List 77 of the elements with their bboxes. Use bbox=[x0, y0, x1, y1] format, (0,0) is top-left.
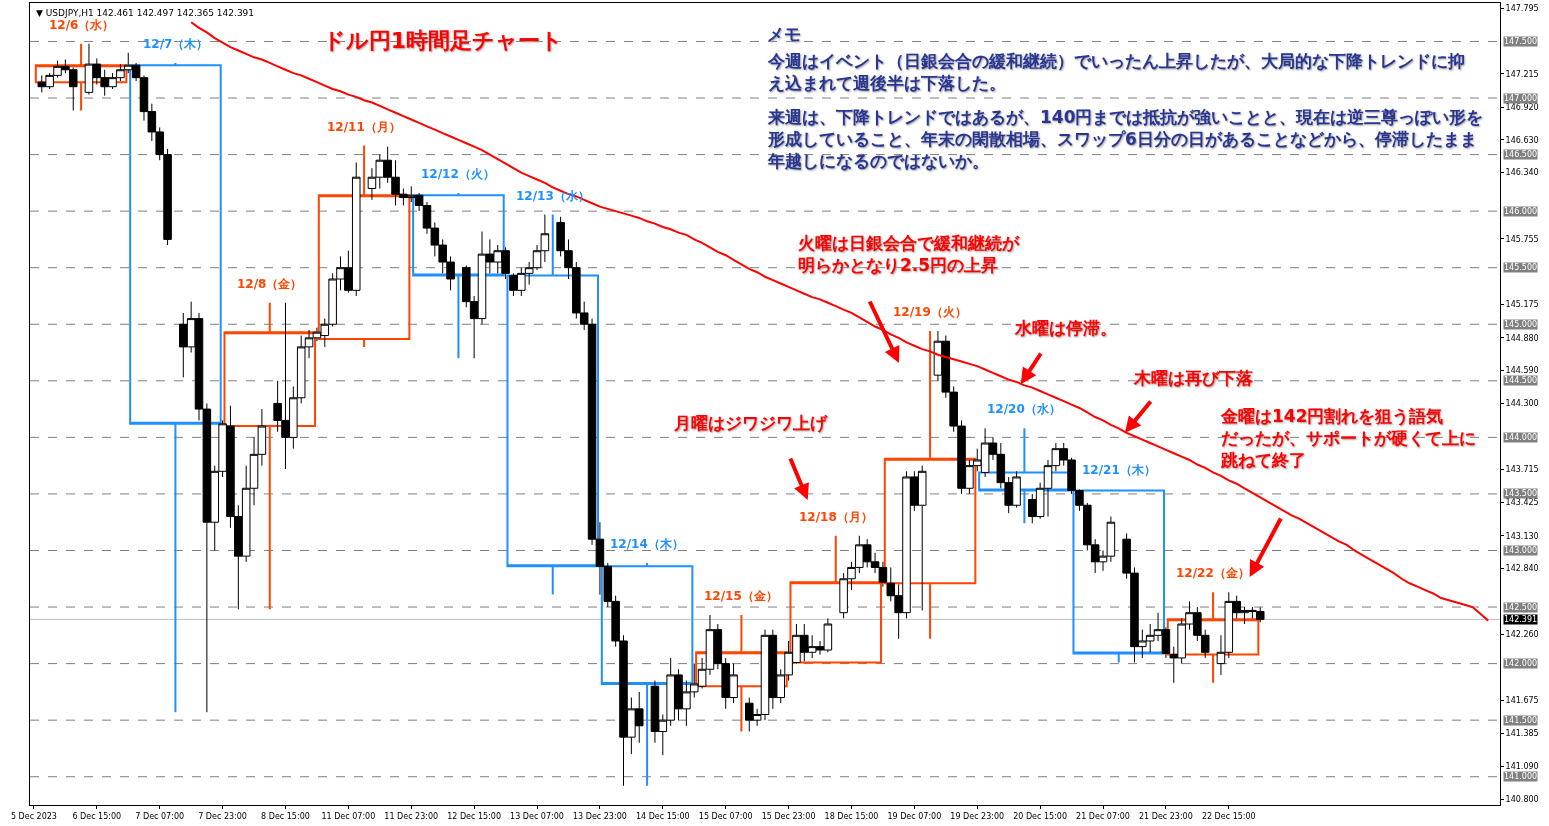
y-tick-label: 143.130 bbox=[1505, 531, 1539, 541]
y-tick-label: 141.675 bbox=[1505, 696, 1539, 706]
x-tick-label: 8 Dec 15:00 bbox=[261, 811, 310, 821]
y-tick-label: 146.920 bbox=[1505, 102, 1539, 112]
annotation: 12/7（木） bbox=[143, 37, 209, 51]
x-tick-label: 19 Dec 07:00 bbox=[887, 811, 942, 821]
y-tick-label: 142.840 bbox=[1505, 564, 1539, 574]
x-tick-label: 21 Dec 07:00 bbox=[1076, 811, 1130, 821]
annotation: 水曜は停滞。 bbox=[1014, 318, 1117, 338]
ref-line-label: 141.500 bbox=[1504, 716, 1538, 725]
ref-line-label: 146.500 bbox=[1504, 150, 1538, 159]
annotation: 木曜は再び下落 bbox=[1133, 368, 1253, 388]
ref-line-label: 143.000 bbox=[1504, 546, 1538, 555]
annotation: 12/15（金） bbox=[704, 589, 778, 603]
ref-line-label: 142.391 bbox=[1504, 615, 1538, 624]
annotation: 火曜は日銀会合で緩和継続が明らかとなり2.5円の上昇 bbox=[798, 233, 1020, 276]
annotation: 12/8（金） bbox=[237, 277, 303, 291]
y-tick-label: 146.340 bbox=[1505, 168, 1539, 178]
x-tick-label: 5 Dec 2023 bbox=[10, 811, 57, 821]
x-tick-label: 19 Dec 23:00 bbox=[950, 811, 1005, 821]
ref-line-label: 147.500 bbox=[1504, 37, 1538, 46]
text: ドル円1時間足チャート bbox=[322, 27, 564, 53]
ref-line-label: 145.000 bbox=[1504, 320, 1538, 329]
y-tick-label: 140.800 bbox=[1505, 795, 1539, 805]
x-tick-label: 15 Dec 23:00 bbox=[761, 811, 816, 821]
annotation: 12/21（木） bbox=[1082, 463, 1156, 477]
x-tick-label: 15 Dec 07:00 bbox=[698, 811, 753, 821]
ref-line-label: 145.500 bbox=[1504, 263, 1538, 272]
ref-line-label: 144.000 bbox=[1504, 433, 1538, 442]
y-tick-label: 146.630 bbox=[1505, 135, 1539, 145]
x-tick-label: 14 Dec 15:00 bbox=[635, 811, 690, 821]
x-tick-label: 18 Dec 15:00 bbox=[824, 811, 879, 821]
ref-line-label: 146.000 bbox=[1504, 207, 1538, 216]
ref-line-label: 141.000 bbox=[1504, 772, 1538, 781]
x-tick-label: 21 Dec 23:00 bbox=[1139, 811, 1193, 821]
ref-line-label: 144.500 bbox=[1504, 376, 1538, 385]
y-tick-label: 144.590 bbox=[1505, 366, 1539, 376]
text: ▼ USDJPY,H1 142.461 142.497 142.365 142.391 bbox=[36, 8, 255, 18]
annotation: メモ bbox=[767, 24, 801, 44]
annotation: 今週はイベント（日銀会合の緩和継続）でいったん上昇したが、大局的な下降トレンドに抑え込まれて週後半は下落した。 bbox=[767, 51, 1465, 94]
annotation: 月曜はジワジワ上げ bbox=[673, 413, 828, 433]
annotation: 12/14（木） bbox=[610, 537, 684, 551]
x-tick-label: 7 Dec 23:00 bbox=[198, 811, 247, 821]
x-tick-label: 13 Dec 23:00 bbox=[573, 811, 627, 821]
y-tick-label: 141.385 bbox=[1505, 728, 1539, 738]
y-tick-label: 143.425 bbox=[1505, 498, 1539, 508]
x-tick-label: 13 Dec 07:00 bbox=[510, 811, 564, 821]
annotation: 12/11（月） bbox=[327, 120, 401, 134]
ref-line-label: 147.000 bbox=[1504, 94, 1538, 103]
annotation: 12/22（金） bbox=[1176, 566, 1250, 580]
annotation: 12/20（水） bbox=[987, 402, 1061, 416]
x-tick-label: 6 Dec 15:00 bbox=[72, 811, 122, 821]
y-tick-label: 147.795 bbox=[1505, 3, 1539, 13]
y-tick-label: 143.715 bbox=[1505, 465, 1539, 475]
annotation: 12/18（月） bbox=[799, 510, 873, 524]
candlestick bbox=[317, 144, 411, 348]
y-tick-label: 145.755 bbox=[1505, 234, 1539, 244]
y-tick-label: 145.175 bbox=[1505, 300, 1539, 310]
x-tick-label: 12 Dec 15:00 bbox=[447, 811, 502, 821]
x-tick-label: 20 Dec 15:00 bbox=[1013, 811, 1068, 821]
x-tick-label: 22 Dec 15:00 bbox=[1201, 811, 1256, 821]
y-tick-label: 144.300 bbox=[1505, 399, 1539, 409]
annotation: 12/6（水） bbox=[49, 18, 115, 32]
y-tick-label: 141.090 bbox=[1505, 762, 1539, 772]
ref-line-label: 142.500 bbox=[1504, 603, 1538, 612]
annotation: 来週は、下降トレンドではあるが、140円までは抵抗が強いことと、現在は逆三尊っぽい形を形成していること、年末の閑散相場、スワップ6日分の日があることなどから、停滞したまま年越しになるのではないか。 bbox=[767, 107, 1484, 172]
y-tick-label: 144.880 bbox=[1505, 333, 1539, 343]
annotation: 12/12（火） bbox=[421, 167, 495, 181]
x-tick-label: 11 Dec 07:00 bbox=[321, 811, 376, 821]
annotation: 金曜は142円割れを狙う語気だったが、サポートが硬くて上に跳ねて終了 bbox=[1220, 406, 1476, 471]
x-tick-label: 7 Dec 07:00 bbox=[135, 811, 185, 821]
y-tick-label: 142.260 bbox=[1505, 629, 1539, 639]
y-tick-label: 147.215 bbox=[1505, 69, 1539, 79]
x-tick-label: 11 Dec 23:00 bbox=[384, 811, 439, 821]
ref-line-label: 143.500 bbox=[1504, 489, 1538, 498]
annotation: 12/19（火） bbox=[893, 305, 967, 319]
ref-line-label: 142.000 bbox=[1504, 659, 1538, 668]
